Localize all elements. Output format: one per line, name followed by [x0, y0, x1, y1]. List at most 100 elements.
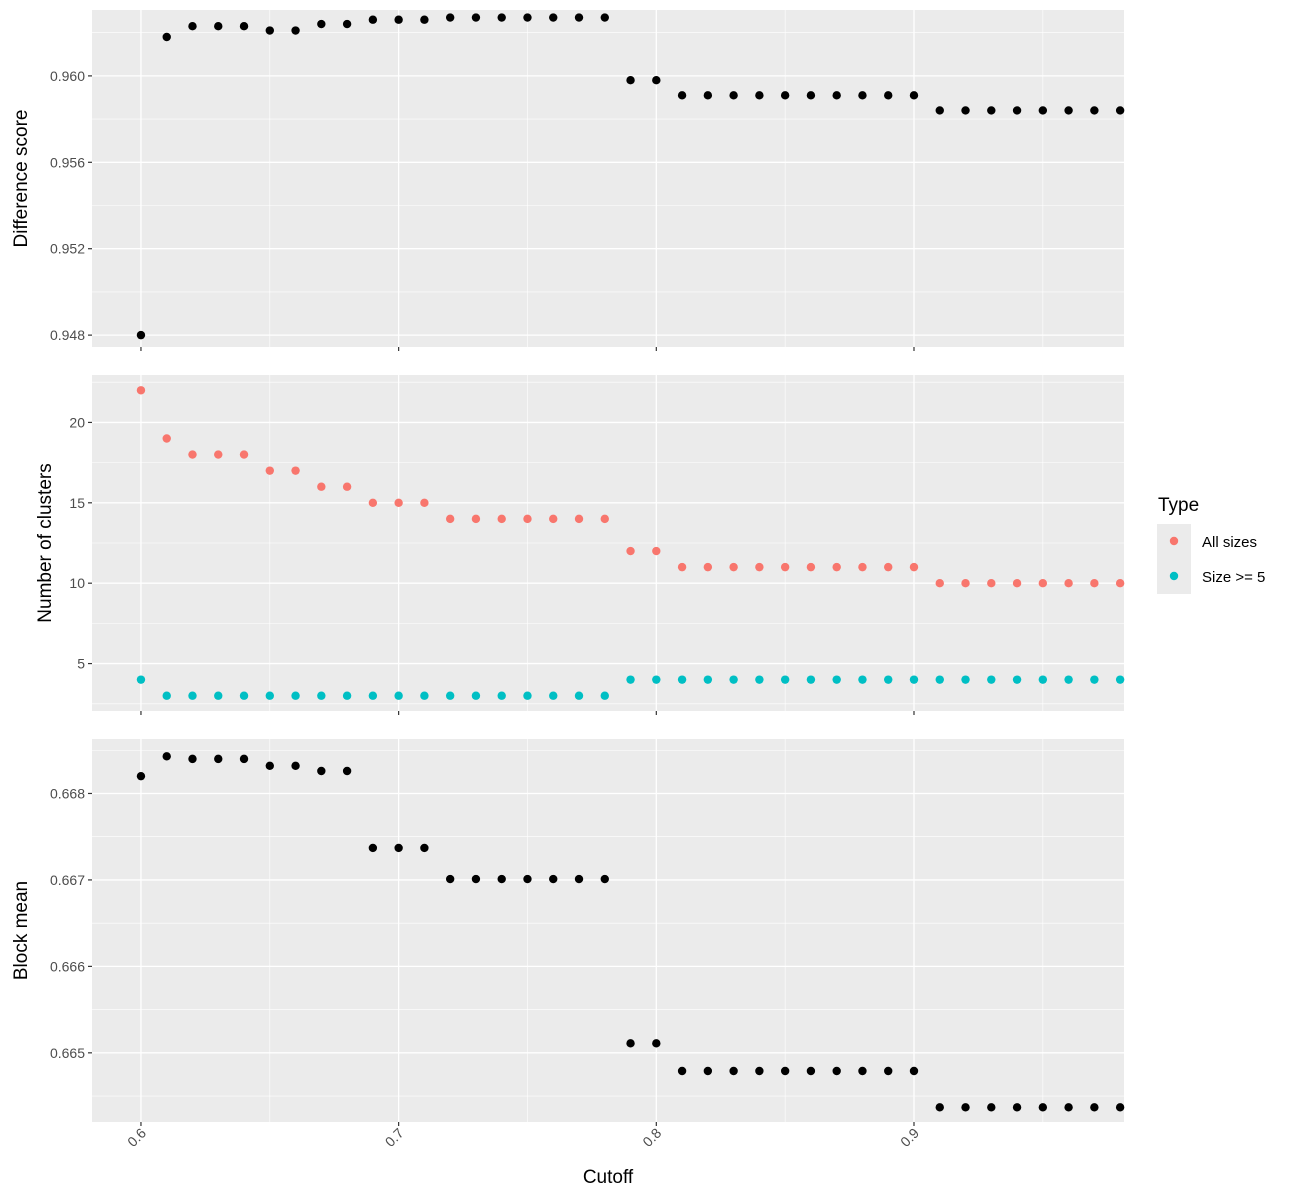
data-point [806, 1066, 816, 1076]
data-point [342, 691, 352, 700]
data-point [832, 1066, 841, 1076]
data-point [652, 1039, 661, 1048]
data-point [858, 91, 867, 100]
data-point [291, 691, 300, 700]
data-point [832, 91, 841, 100]
y-tick-label: 15 [69, 495, 85, 511]
data-point [136, 330, 146, 340]
data-point [497, 13, 506, 22]
data-point [239, 22, 249, 31]
data-point [600, 13, 609, 22]
data-point [780, 1066, 790, 1076]
data-point [214, 691, 223, 700]
data-point [549, 13, 558, 22]
data-point [1090, 578, 1099, 588]
data-point [239, 450, 249, 459]
data-point [574, 514, 584, 524]
y-tick-label: 0.666 [50, 958, 85, 974]
data-point [445, 874, 455, 884]
data-point [420, 15, 429, 24]
x-tick-label: 0.7 [382, 1125, 407, 1150]
data-point [342, 19, 352, 29]
data-point [523, 13, 532, 22]
data-point [832, 675, 841, 684]
y-tick-label: 0.952 [50, 241, 85, 257]
data-point [729, 1066, 738, 1076]
legend-marker-all-sizes [1169, 536, 1179, 546]
data-point [497, 874, 506, 884]
panel-background [92, 10, 1124, 347]
data-point [317, 482, 326, 491]
y-tick-label: 0.665 [50, 1045, 85, 1061]
data-point [1038, 675, 1048, 684]
data-point [884, 91, 893, 100]
data-point [677, 1066, 687, 1076]
data-point [1115, 1103, 1125, 1112]
data-point [1090, 675, 1099, 684]
data-point [394, 498, 403, 508]
data-point [677, 562, 687, 572]
data-point [961, 578, 970, 588]
x-tick-label: 0.9 [897, 1125, 922, 1150]
y-tick-label: 0.948 [50, 327, 85, 343]
data-point [188, 22, 197, 31]
data-point [523, 514, 532, 524]
panel-background [92, 739, 1124, 1122]
y-tick-label: 20 [69, 414, 85, 430]
data-point [652, 546, 661, 556]
data-point [471, 514, 481, 524]
data-point [987, 1103, 996, 1112]
data-point [1012, 1103, 1022, 1112]
data-point [1038, 578, 1048, 588]
data-point [162, 752, 171, 761]
data-point [368, 843, 378, 853]
data-point [549, 691, 558, 700]
data-point [136, 675, 146, 684]
data-point [780, 675, 790, 684]
data-point [1115, 578, 1125, 588]
data-point [806, 91, 816, 100]
data-point [445, 13, 455, 22]
y-tick-label: 0.960 [50, 68, 85, 84]
data-point [806, 675, 816, 684]
data-point [1090, 106, 1099, 115]
data-point [909, 675, 919, 684]
data-point [291, 466, 300, 475]
data-point [755, 91, 764, 100]
data-point [755, 675, 764, 684]
data-point [1012, 675, 1022, 684]
panel-3: 0.665 0.666 0.667 0.668 Block mean [11, 739, 1125, 1126]
data-point [497, 691, 506, 700]
data-point [755, 1066, 764, 1076]
data-point [394, 15, 403, 24]
data-point [858, 675, 867, 684]
data-point [909, 562, 919, 572]
data-point [1064, 106, 1073, 115]
data-point [652, 675, 661, 684]
data-point [162, 434, 171, 443]
data-point [961, 675, 970, 684]
legend-title: Type [1158, 495, 1199, 516]
y-tick-label: 5 [77, 656, 85, 672]
data-point [523, 691, 532, 700]
data-point [342, 766, 352, 776]
data-point [420, 498, 429, 508]
data-point [626, 76, 635, 85]
data-point [214, 22, 223, 31]
data-point [1115, 675, 1125, 684]
data-point [600, 691, 609, 700]
data-point [497, 514, 506, 524]
data-point [780, 562, 790, 572]
data-point [909, 91, 919, 100]
data-point [703, 675, 713, 684]
data-point [162, 32, 171, 42]
y-axis-title: Number of clusters [35, 463, 56, 622]
data-point [1090, 1103, 1099, 1112]
data-point [1012, 578, 1022, 588]
data-point [368, 691, 378, 700]
data-point [574, 691, 584, 700]
data-point [703, 562, 713, 572]
y-tick-label: 0.667 [50, 872, 85, 888]
data-point [394, 691, 403, 700]
